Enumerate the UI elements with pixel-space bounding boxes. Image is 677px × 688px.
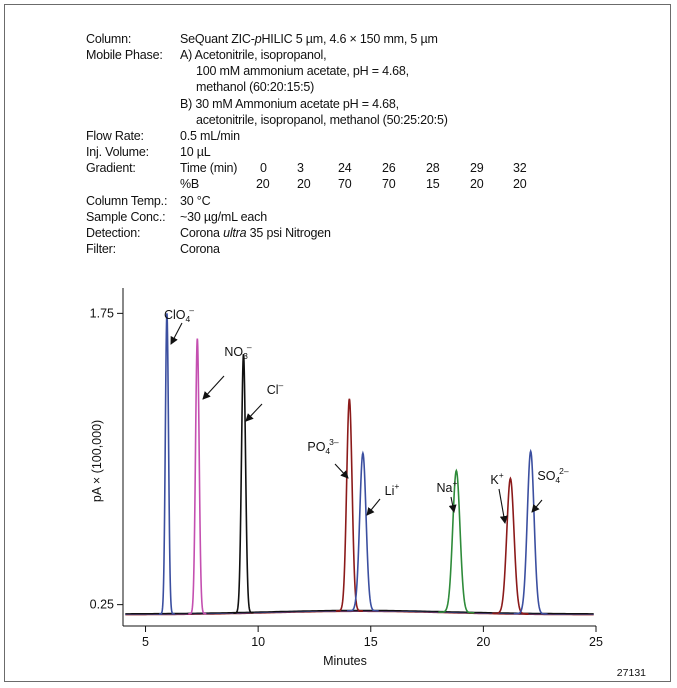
gradient-time-4: 28 xyxy=(426,161,440,175)
x-tick-label: 10 xyxy=(251,635,265,649)
peak-arrow-5 xyxy=(448,496,457,513)
mobile-phase-line-b: B) 30 mM Ammonium acetate pH = 4.68, xyxy=(180,97,399,111)
peak-label-0: ClO4– xyxy=(164,305,194,324)
mobile-phase-line-a: A) Acetonitrile, isopropanol, xyxy=(180,48,327,62)
gradient-time-1: 3 xyxy=(297,161,304,175)
peak-trace-0 xyxy=(159,313,175,615)
inj-volume-value: 10 µL xyxy=(180,145,211,159)
flow-rate-label: Flow Rate: xyxy=(86,129,144,143)
peak-trace-5 xyxy=(438,468,475,614)
peak-trace-7 xyxy=(513,448,548,615)
column-temp-label: Column Temp.: xyxy=(86,194,168,208)
column-temp-value: 30 °C xyxy=(180,194,211,208)
sample-conc-label: Sample Conc.: xyxy=(86,210,166,224)
peak-trace-3 xyxy=(335,398,363,612)
filter-label: Filter: xyxy=(86,242,116,256)
x-tick-label: 20 xyxy=(476,635,490,649)
detection-value: Corona ultra 35 psi Nitrogen xyxy=(180,226,331,240)
mobile-phase-line-b2: acetonitrile, isopropanol, methanol (50:… xyxy=(196,113,448,127)
peak-label-5: Na+ xyxy=(437,478,458,495)
peak-arrow-3 xyxy=(334,463,349,479)
gradient-time-0: 0 xyxy=(260,161,267,175)
peak-label-6: K+ xyxy=(490,470,503,487)
filter-value: Corona xyxy=(180,242,220,256)
peak-trace-4 xyxy=(347,450,379,612)
gradient-pct-2: 70 xyxy=(338,177,352,191)
gradient-pct-1: 20 xyxy=(297,177,311,191)
column-label: Column: xyxy=(86,32,132,46)
peak-arrow-1 xyxy=(202,375,225,400)
x-tick-label: 15 xyxy=(364,635,378,649)
detection-label: Detection: xyxy=(86,226,141,240)
x-tick-label: 5 xyxy=(142,635,149,649)
peak-arrow-4 xyxy=(366,498,381,516)
y-tick-label: 1.75 xyxy=(90,306,114,320)
mobile-phase-line-a2: 100 mM ammonium acetate, pH = 4.68, xyxy=(196,64,409,78)
peak-label-3: PO43– xyxy=(307,437,339,456)
peak-label-2: Cl– xyxy=(267,380,284,397)
gradient-pct-4: 15 xyxy=(426,177,440,191)
gradient-label: Gradient: xyxy=(86,161,136,175)
peak-arrow-6 xyxy=(498,488,508,524)
gradient-pct-5: 20 xyxy=(470,177,484,191)
peak-arrow-7 xyxy=(531,499,543,513)
figure-frame xyxy=(4,4,671,682)
gradient-time-3: 26 xyxy=(382,161,396,175)
x-axis-label: Minutes xyxy=(323,654,367,668)
gradient-time-5: 29 xyxy=(470,161,484,175)
y-axis-label: pA × (100,000) xyxy=(90,420,104,502)
column-value: SeQuant ZIC-pHILIC 5 µm, 4.6 × 150 mm, 5… xyxy=(180,32,438,46)
peak-label-1: NO3– xyxy=(224,342,251,361)
gradient-pct-3: 70 xyxy=(382,177,396,191)
x-tick-label: 25 xyxy=(589,635,603,649)
peak-label-7: SO42– xyxy=(537,466,569,485)
gradient-pct-0: 20 xyxy=(256,177,270,191)
figure-id: 27131 xyxy=(617,667,646,679)
gradient-pct-6: 20 xyxy=(513,177,527,191)
peak-arrow-2 xyxy=(245,403,263,422)
sample-conc-value: ~30 µg/mL each xyxy=(180,210,267,224)
peak-trace-6 xyxy=(492,476,529,615)
peak-label-4: Li+ xyxy=(385,481,400,498)
peak-trace-2 xyxy=(233,354,254,614)
peak-arrow-0 xyxy=(170,322,183,345)
gradient-time-label: Time (min) xyxy=(180,161,238,175)
y-tick-label: 0.25 xyxy=(90,598,114,612)
gradient-time-6: 32 xyxy=(513,161,527,175)
flow-rate-value: 0.5 mL/min xyxy=(180,129,240,143)
peak-trace-1 xyxy=(188,338,207,615)
mobile-phase-label: Mobile Phase: xyxy=(86,48,163,62)
gradient-percent-label: %B xyxy=(180,177,200,191)
gradient-time-2: 24 xyxy=(338,161,352,175)
mobile-phase-line-a3: methanol (60:20:15:5) xyxy=(196,80,315,94)
inj-volume-label: Inj. Volume: xyxy=(86,145,149,159)
